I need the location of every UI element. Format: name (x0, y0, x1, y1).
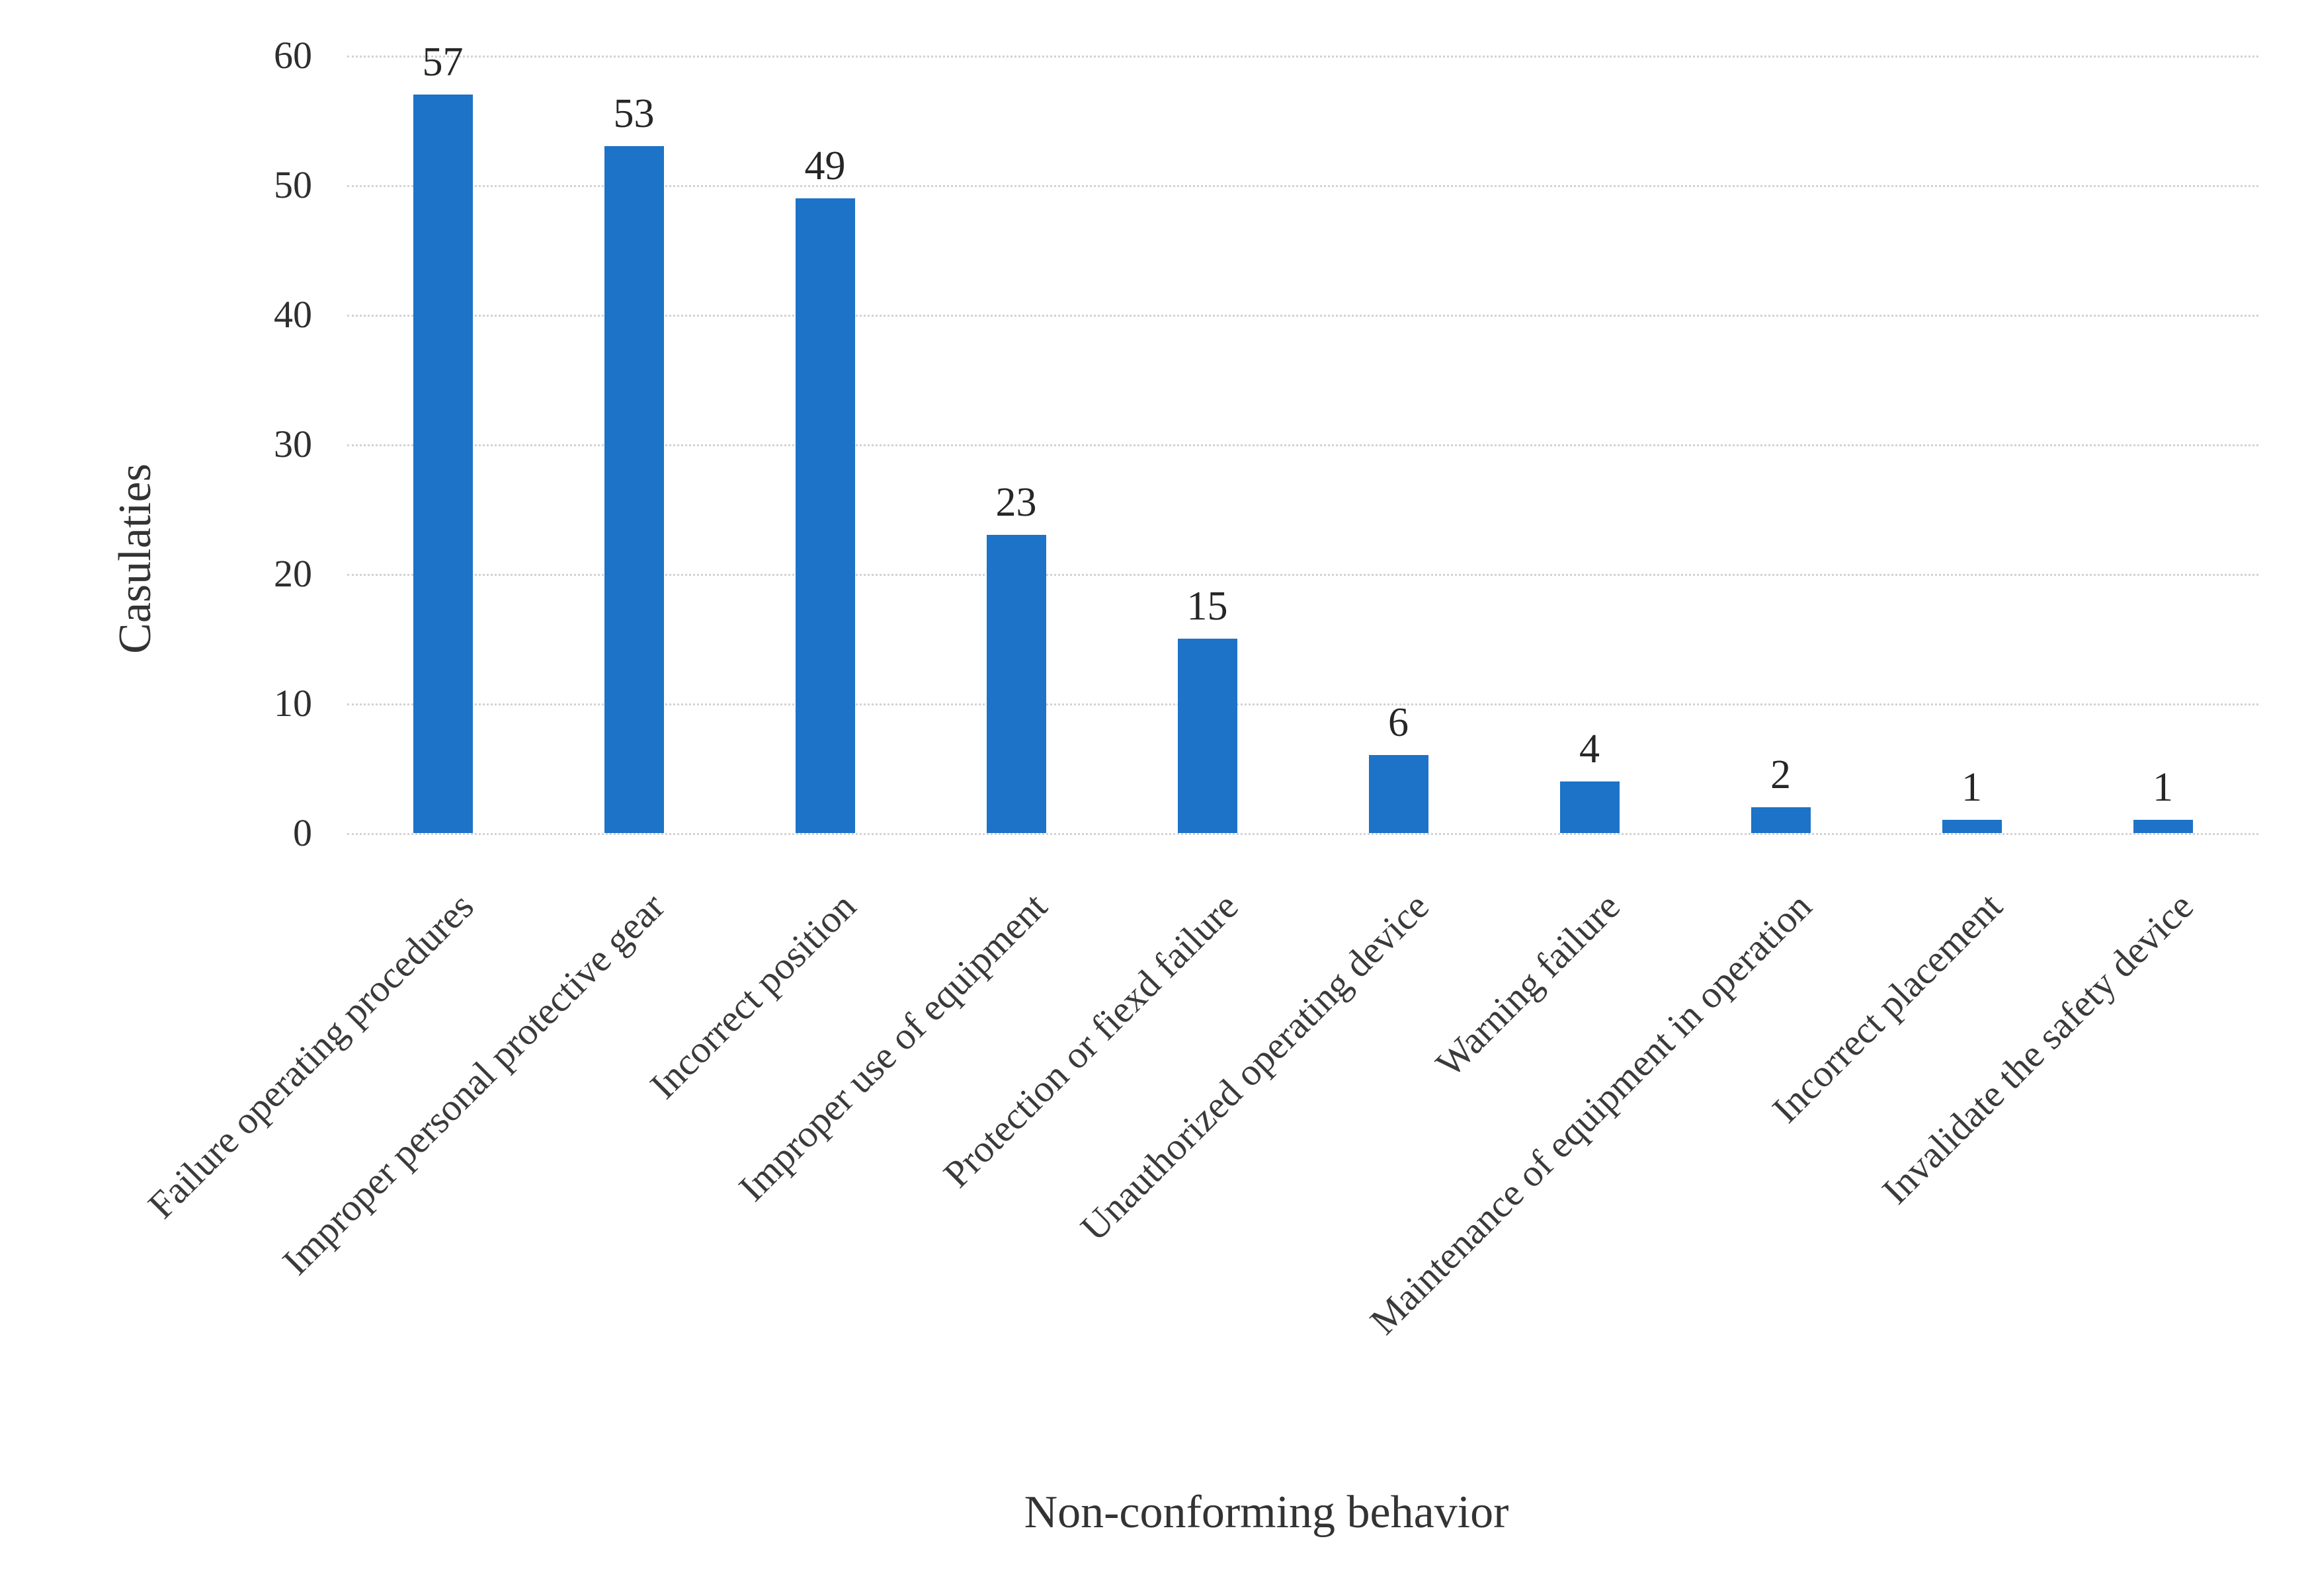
value-label-9: 1 (1961, 765, 1982, 811)
plot-area (347, 56, 2258, 835)
y-tick-label-20: 20 (274, 552, 312, 595)
value-label-7: 4 (1579, 726, 1600, 772)
value-label-1: 57 (422, 39, 464, 85)
gridline-20 (347, 574, 2258, 576)
x-axis-title: Non-conforming behavior (1024, 1487, 1509, 1538)
bar-5 (1177, 639, 1237, 833)
value-label-5: 15 (1186, 584, 1228, 629)
value-label-3: 49 (804, 143, 846, 188)
gridline-30 (347, 444, 2258, 446)
y-axis-title: Casulaties (110, 463, 161, 654)
gridline-0 (347, 833, 2258, 835)
bar-10 (2133, 820, 2193, 833)
y-tick-label-50: 50 (274, 163, 312, 206)
gridline-40 (347, 315, 2258, 317)
category-label-3: Incorrect position (641, 884, 864, 1107)
category-label-6: Unauthorized operating device (1072, 884, 1438, 1250)
bar-1 (413, 94, 473, 833)
bar-9 (1942, 820, 2002, 833)
value-label-4: 23 (995, 480, 1037, 526)
category-label-1: Failure operating procedures (139, 884, 482, 1227)
category-label-7: Warning failure (1427, 884, 1629, 1086)
value-label-10: 1 (2153, 765, 2173, 811)
gridline-50 (347, 185, 2258, 187)
y-tick-label-10: 10 (274, 682, 312, 725)
bar-2 (604, 146, 664, 833)
bar-3 (795, 198, 855, 833)
category-label-10: Invalidate the safety device (1874, 884, 2202, 1213)
bar-4 (986, 535, 1046, 833)
bar-7 (1559, 781, 1620, 833)
y-tick-label-30: 30 (274, 422, 312, 465)
value-label-2: 53 (613, 91, 655, 137)
category-label-4: Improper use of equipment (730, 884, 1055, 1210)
y-tick-label-0: 0 (293, 811, 312, 854)
value-label-6: 6 (1388, 700, 1409, 746)
bar-8 (1751, 807, 1811, 833)
category-label-8: Maintenance of equipment in operation (1361, 884, 1820, 1343)
y-tick-label-40: 40 (274, 293, 312, 336)
gridline-10 (347, 703, 2258, 705)
gridline-60 (347, 56, 2258, 58)
bar-6 (1368, 755, 1428, 833)
y-tick-label-60: 60 (274, 34, 312, 77)
value-label-8: 2 (1770, 752, 1791, 797)
category-label-2: Improper personal protective gear (274, 884, 673, 1283)
